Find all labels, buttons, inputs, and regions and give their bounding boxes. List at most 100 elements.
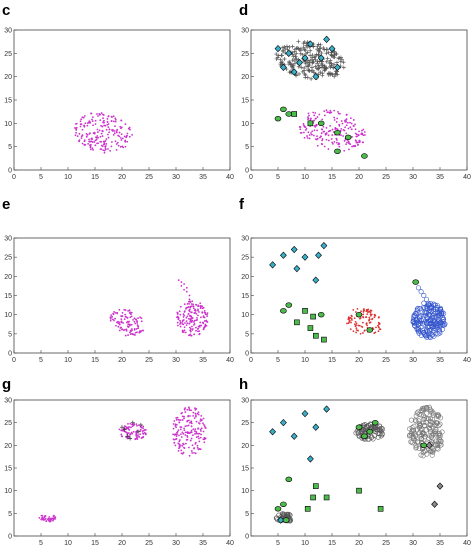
data-point (38, 516, 41, 519)
y-tick-label: 20 (4, 74, 12, 81)
data-point (427, 406, 433, 412)
data-point (101, 135, 104, 137)
data-point (367, 308, 370, 311)
data-point (435, 412, 441, 418)
data-point (200, 433, 202, 436)
data-point (433, 310, 439, 316)
data-point (313, 119, 315, 122)
data-point (80, 123, 83, 126)
data-point (197, 314, 199, 317)
data-point (189, 314, 191, 317)
data-point (344, 120, 347, 123)
data-point (108, 128, 111, 131)
data-point (361, 129, 363, 132)
scatter-plot-d: 0 5 10 15 20 25 30 35 40 0 5 10 15 20 25 30 (241, 28, 471, 182)
data-point (192, 321, 195, 323)
data-point-marker (183, 288, 186, 291)
data-point (195, 420, 198, 423)
data-point (191, 317, 194, 319)
data-point (436, 431, 442, 437)
data-point (323, 145, 326, 148)
data-point (349, 328, 352, 330)
data-point-marker (138, 422, 143, 427)
data-point (184, 425, 187, 428)
data-point (354, 128, 357, 131)
data-point (121, 435, 124, 438)
data-point (365, 322, 368, 325)
data-point (350, 314, 353, 317)
data-point (101, 113, 104, 116)
data-point (177, 442, 180, 445)
data-point (95, 138, 98, 141)
data-point (435, 412, 441, 418)
y-tick-label: 10 (241, 121, 249, 128)
data-point (114, 117, 117, 120)
data-point (316, 116, 319, 118)
data-point (353, 430, 359, 436)
data-point (131, 423, 133, 426)
data-point (336, 56, 341, 61)
panel-h: 5 10 15 20 25 30 35 40 0 5 10 15 20 25 30 h (237, 372, 474, 550)
x-tick-label: 20 (355, 174, 363, 181)
data-point (329, 129, 332, 132)
data-point-marker (310, 313, 316, 320)
data-point-marker (188, 298, 191, 301)
data-point (124, 313, 127, 316)
data-point (135, 423, 138, 426)
data-point (126, 140, 129, 143)
data-point (368, 318, 371, 321)
data-point (124, 139, 127, 142)
data-point-marker (361, 153, 368, 159)
data-point (191, 444, 194, 447)
data-point (310, 132, 312, 134)
data-point (202, 327, 205, 330)
data-point (287, 512, 293, 518)
data-point-marker (285, 302, 293, 308)
data-point (189, 301, 192, 303)
data-point (337, 112, 340, 115)
data-point (186, 431, 189, 433)
data-point (307, 131, 310, 134)
data-point (333, 119, 336, 121)
data-point (87, 142, 90, 145)
data-point (124, 145, 127, 148)
data-point (329, 63, 334, 68)
data-point-marker (306, 40, 314, 48)
data-point (136, 436, 139, 439)
data-point (184, 322, 186, 324)
data-point (327, 148, 330, 150)
data-point (139, 433, 142, 436)
data-point (88, 120, 91, 123)
data-point (189, 439, 192, 442)
data-point (191, 328, 194, 330)
data-point (331, 128, 334, 131)
data-point (173, 420, 176, 422)
data-point (280, 45, 285, 50)
data-point (321, 46, 326, 51)
data-point (362, 316, 365, 319)
data-point (97, 131, 99, 133)
data-point (417, 314, 423, 320)
data-point (185, 316, 188, 319)
data-point (287, 70, 292, 75)
data-point-marker (355, 424, 363, 430)
data-point (102, 143, 105, 146)
data-point (326, 111, 329, 114)
data-point (93, 141, 96, 143)
data-point (197, 309, 199, 312)
data-point (305, 127, 308, 130)
data-point (362, 128, 365, 131)
y-tick-label: 5 (245, 511, 249, 518)
data-point (49, 519, 52, 522)
x-tick-label: 20 (355, 357, 363, 364)
data-point (196, 446, 199, 449)
data-point (108, 131, 110, 134)
data-point (173, 442, 176, 444)
data-point (172, 433, 175, 436)
data-point (116, 321, 118, 324)
data-point (129, 316, 132, 319)
data-point (114, 125, 116, 128)
data-point (315, 124, 318, 127)
data-point (328, 58, 333, 63)
data-point (361, 326, 364, 328)
